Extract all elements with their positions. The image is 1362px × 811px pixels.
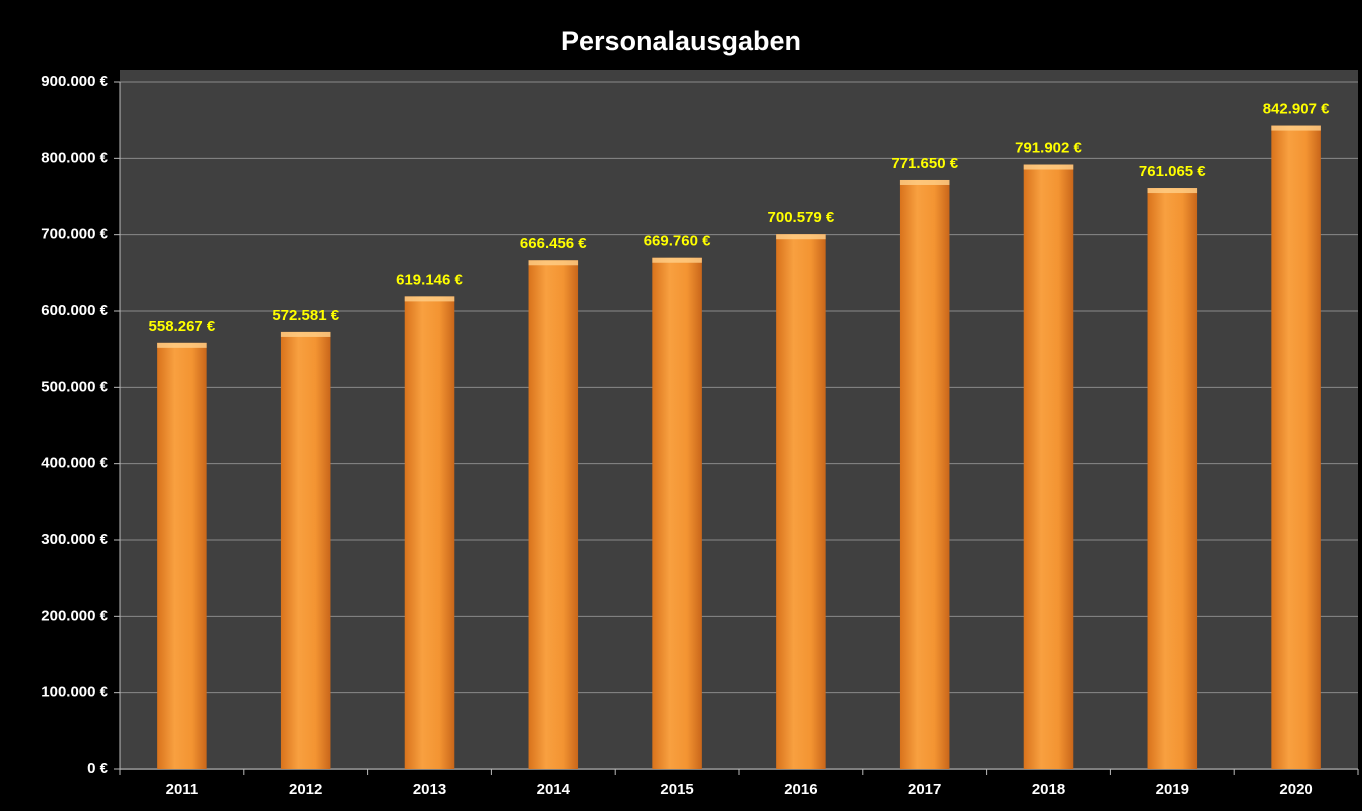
x-tick-label: 2014 — [537, 781, 571, 798]
bar-cap — [652, 257, 702, 263]
x-tick-label: 2015 — [660, 781, 693, 798]
bar-cap — [1023, 164, 1074, 170]
y-tick-label: 500.000 € — [41, 378, 108, 395]
bar — [528, 260, 579, 769]
x-tick-label: 2011 — [166, 781, 199, 798]
bar-cap — [280, 331, 331, 337]
bar — [1147, 188, 1198, 769]
x-tick-label: 2018 — [1032, 781, 1065, 798]
y-tick-label: 700.000 € — [41, 226, 108, 243]
x-tick-label: 2016 — [784, 781, 817, 798]
bar-cap — [1147, 188, 1198, 194]
y-tick-label: 600.000 € — [41, 302, 108, 319]
bar — [1271, 125, 1321, 769]
data-label: 791.902 € — [1015, 139, 1082, 156]
bar — [404, 296, 455, 769]
x-tick-label: 2020 — [1279, 781, 1312, 798]
bar-cap — [899, 179, 950, 185]
data-label: 771.650 € — [891, 155, 958, 172]
y-tick-label: 100.000 € — [41, 684, 108, 701]
bar — [1023, 164, 1074, 770]
y-tick-label: 900.000 € — [41, 73, 108, 90]
chart-title: Personalausgaben — [561, 26, 801, 56]
x-tick-label: 2012 — [289, 781, 322, 798]
data-label: 761.065 € — [1139, 163, 1206, 180]
bar-cap — [404, 296, 455, 302]
data-label: 619.146 € — [396, 271, 463, 288]
x-tick-label: 2017 — [908, 781, 941, 798]
y-tick-label: 400.000 € — [41, 455, 108, 472]
bar — [899, 179, 950, 770]
data-label: 558.267 € — [149, 318, 216, 335]
y-tick-label: 200.000 € — [41, 607, 108, 624]
bar — [776, 234, 826, 769]
y-tick-label: 300.000 € — [41, 531, 108, 548]
data-label: 669.760 € — [644, 233, 711, 250]
data-label: 842.907 € — [1263, 101, 1330, 118]
y-tick-label: 800.000 € — [41, 149, 108, 166]
bar-cap — [528, 260, 579, 266]
bar-cap — [776, 234, 826, 240]
x-tick-label: 2013 — [413, 781, 446, 798]
x-tick-label: 2019 — [1156, 781, 1189, 798]
y-tick-label: 0 € — [87, 760, 109, 777]
bar-cap — [157, 342, 207, 348]
data-label: 700.579 € — [768, 209, 835, 226]
bar-cap — [1271, 125, 1321, 131]
data-label: 572.581 € — [272, 307, 339, 324]
bar — [652, 257, 702, 769]
bar — [157, 342, 207, 769]
bar — [280, 331, 331, 769]
data-label: 666.456 € — [520, 235, 587, 252]
